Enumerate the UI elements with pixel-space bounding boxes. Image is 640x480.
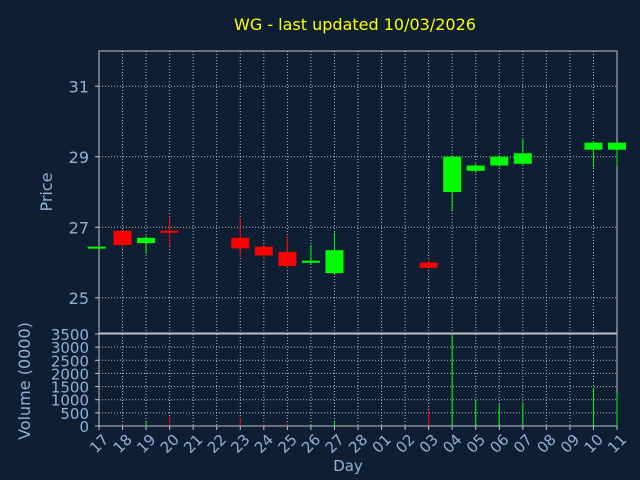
price-tick-label: 31 [69, 77, 89, 96]
day-tick-label: 20 [157, 431, 183, 457]
day-tick-label: 05 [463, 431, 489, 457]
price-tick-label: 25 [69, 289, 89, 308]
day-tick-label: 10 [581, 431, 607, 457]
day-tick-label: 23 [227, 431, 253, 457]
chart-title: WG - last updated 10/03/2026 [234, 15, 476, 34]
price-tick-label: 29 [69, 148, 89, 167]
day-tick-label: 08 [533, 431, 559, 457]
candlestick-series [87, 139, 626, 275]
volume-tick-label: 3000 [51, 339, 89, 357]
day-tick-label: 19 [133, 431, 159, 457]
candle-body [325, 250, 344, 274]
volume-tick-label: 2500 [51, 352, 89, 370]
day-tick-label: 04 [439, 431, 465, 457]
day-tick-label: 06 [486, 431, 512, 457]
day-tick-label: 26 [298, 431, 324, 457]
candle-body [301, 260, 320, 263]
candle-body [490, 156, 509, 166]
candle-body [113, 230, 132, 245]
day-tick-label: 09 [557, 431, 583, 457]
candle-body [608, 142, 626, 150]
candle-body [584, 142, 603, 150]
day-tick-label: 03 [416, 431, 442, 457]
day-tick-label: 07 [510, 431, 536, 457]
grid-lines [99, 51, 617, 426]
candle-body [137, 237, 156, 244]
volume-tick-label: 0 [79, 418, 89, 436]
candle-body [160, 230, 179, 233]
day-tick-label: 21 [180, 431, 206, 457]
candle-body [254, 246, 273, 256]
volume-axis-label: Volume (0000) [15, 322, 34, 440]
day-tick-label: 24 [251, 431, 277, 457]
volume-bars [122, 335, 618, 426]
day-tick-label: 17 [86, 431, 112, 457]
candle-body [513, 153, 532, 164]
day-tick-label: 25 [274, 431, 300, 457]
day-tick-label: 22 [204, 431, 230, 457]
volume-tick-label: 1000 [51, 392, 89, 410]
candle-body [466, 165, 485, 171]
day-axis-label: Day [333, 457, 363, 475]
price-axis-label: Price [37, 172, 56, 211]
candle-body [87, 246, 106, 249]
day-axis-ticks: 1718192021222324252627280102030405060708… [86, 426, 630, 457]
volume-tick-label: 500 [60, 405, 89, 423]
day-tick-label: 01 [369, 431, 395, 457]
price-axis-ticks: 25 27 29 31 [69, 77, 99, 308]
candle-body [231, 237, 250, 249]
candle-body [419, 262, 438, 268]
volume-tick-label: 3500 [51, 326, 89, 344]
candle-body [278, 251, 297, 267]
day-tick-label: 27 [322, 431, 348, 457]
day-tick-label: 02 [392, 431, 418, 457]
day-tick-label: 11 [604, 431, 630, 457]
day-tick-label: 28 [345, 431, 371, 457]
volume-tick-label: 1500 [51, 379, 89, 397]
volume-tick-label: 2000 [51, 365, 89, 383]
candle-body [443, 156, 462, 192]
price-tick-label: 27 [69, 218, 89, 237]
day-tick-label: 18 [110, 431, 136, 457]
